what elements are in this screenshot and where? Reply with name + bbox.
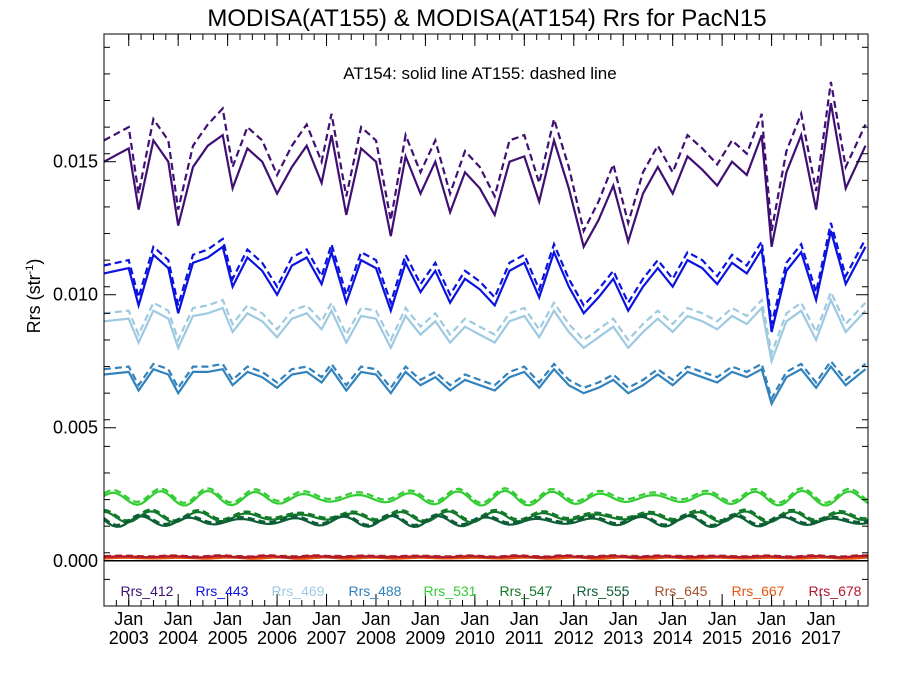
series-solid-Rrs_488 [103,364,867,407]
legend-Rrs_645: Rrs_645 [655,583,708,599]
series-dashed-Rrs_531 [103,486,869,504]
x-tick-label-month: Jan [658,609,687,629]
x-tick-label-year: 2007 [307,628,347,648]
x-tick-label-month: Jan [213,609,242,629]
series-solid-Rrs_469 [103,297,867,366]
x-tick-label-month: Jan [312,609,341,629]
series-dashed-Rrs_412 [103,81,867,235]
svg-text:Rrs (str-1): Rrs (str-1) [24,259,44,334]
legend-Rrs_531: Rrs_531 [424,583,477,599]
series-dashed-Rrs_547 [103,508,869,522]
x-tick-label-month: Jan [757,609,786,629]
x-tick-label-month: Jan [460,609,489,629]
legend-Rrs_678: Rrs_678 [809,583,862,599]
series-solid-Rrs_555 [103,514,869,529]
x-tick-label-year: 2014 [653,628,693,648]
y-tick-label: 0.015 [53,152,98,172]
legend-Rrs_443: Rrs_443 [196,583,249,599]
x-tick-label-year: 2011 [505,628,544,648]
series-dashed-Rrs_443 [103,222,867,325]
x-tick-label-year: 2008 [356,628,396,648]
y-axis-label-sup: -1 [24,265,36,275]
axes: 0.0000.0050.0100.015Jan2003Jan2004Jan200… [53,34,868,648]
legend-Rrs_412: Rrs_412 [121,583,174,599]
series-solid-Rrs_443 [103,230,867,333]
x-tick-label-year: 2016 [752,628,792,648]
x-tick-label-month: Jan [559,609,588,629]
plot-frame [103,33,869,607]
y-tick-label: 0.000 [53,551,98,571]
plot-lines [103,81,869,560]
x-tick-label-year: 2013 [603,628,643,648]
x-tick-label-year: 2015 [702,628,742,648]
x-tick-label-month: Jan [609,609,638,629]
x-tick-label-year: 2017 [801,628,841,648]
x-tick-label-month: Jan [361,609,390,629]
line-style-note: AT154: solid line AT155: dashed line [343,64,616,83]
x-tick-label-year: 2009 [405,628,445,648]
x-tick-label-month: Jan [164,609,193,629]
legend-Rrs_488: Rrs_488 [349,583,402,599]
legend: Rrs_412 Rrs_443 Rrs_469 Rrs_488 Rrs_531 Rrs_5… [121,583,862,599]
x-tick-label-month: Jan [114,609,143,629]
series-dashed-Rrs_488 [103,359,867,402]
chart-title: MODISA(AT155) & MODISA(AT154) Rrs for Pa… [207,5,766,32]
x-tick-label-month: Jan [510,609,539,629]
x-tick-label-month: Jan [807,609,836,629]
x-tick-label-month: Jan [411,609,440,629]
x-tick-label-year: 2012 [554,628,594,648]
series-solid-Rrs_678 [103,554,869,559]
x-tick-label-month: Jan [708,609,737,629]
y-axis-label-close: ) [24,259,44,265]
series-dashed-Rrs_555 [103,512,869,527]
x-tick-label-year: 2005 [208,628,248,648]
series-dashed-Rrs_469 [103,289,867,358]
series-solid-Rrs_412 [103,103,867,250]
x-tick-label-year: 2004 [158,628,198,648]
x-tick-label-year: 2010 [455,628,495,648]
x-tick-label-month: Jan [263,609,292,629]
y-tick-label: 0.010 [53,285,98,305]
legend-Rrs_667: Rrs_667 [732,583,785,599]
series-solid-Rrs_531 [103,489,869,507]
legend-Rrs_547: Rrs_547 [500,583,553,599]
legend-Rrs_469: Rrs_469 [272,583,325,599]
legend-Rrs_555: Rrs_555 [577,583,630,599]
y-axis-title: Rrs (str-1) [24,259,44,334]
y-axis-label-main: Rrs (str [24,274,44,333]
y-tick-label: 0.005 [53,418,98,438]
x-tick-label-year: 2003 [109,628,149,648]
x-tick-label-year: 2006 [257,628,297,648]
